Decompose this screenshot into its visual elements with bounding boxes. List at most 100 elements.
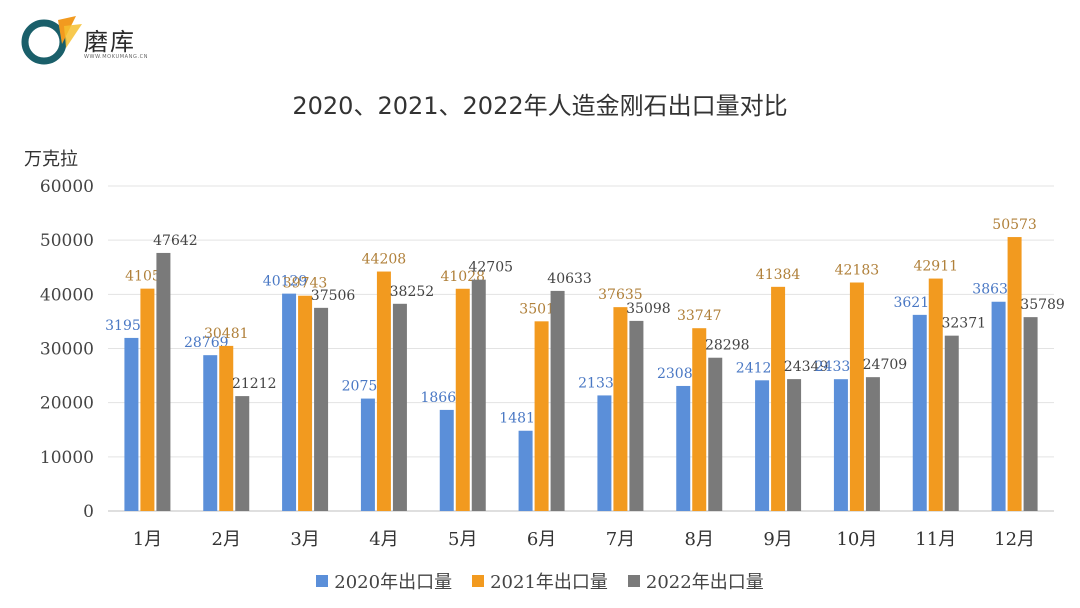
brand-logo <box>18 14 178 66</box>
x-tick-label: 7月 <box>606 529 635 550</box>
legend-item: 2022年出口量 <box>627 568 764 594</box>
data-label: 41384 <box>756 267 801 283</box>
data-label: 42705 <box>468 260 513 276</box>
bar-chart: 0100002000030000400005000060000319544105… <box>40 177 1065 550</box>
data-label: 37635 <box>598 287 643 303</box>
data-label: 18664 <box>420 390 465 406</box>
bar <box>597 395 612 511</box>
bar <box>708 357 723 511</box>
bar <box>235 396 250 511</box>
bar <box>833 379 848 511</box>
data-label: 42911 <box>913 259 958 275</box>
bar <box>360 398 375 511</box>
x-tick-label: 12月 <box>994 529 1035 550</box>
data-label: 28769 <box>184 335 229 351</box>
y-tick-label: 50000 <box>40 231 94 251</box>
data-label: 33747 <box>677 308 722 324</box>
y-tick-label: 30000 <box>40 340 94 360</box>
data-label: 14816 <box>499 411 544 427</box>
bar <box>156 252 171 512</box>
bar <box>376 271 391 511</box>
x-tick-label: 9月 <box>763 529 792 550</box>
data-label: 42183 <box>835 263 880 279</box>
data-label: 40633 <box>547 271 592 287</box>
y-tick-label: 40000 <box>40 285 94 305</box>
y-tick-label: 0 <box>83 502 94 522</box>
x-tick-label: 8月 <box>685 529 714 550</box>
bar <box>991 301 1006 511</box>
legend-item: 2020年出口量 <box>316 568 452 594</box>
data-label: 40129 <box>263 274 308 290</box>
data-label: 32371 <box>941 316 986 332</box>
data-label: 47642 <box>153 233 198 249</box>
bar <box>282 293 297 511</box>
bar <box>392 303 407 511</box>
x-tick-label: 4月 <box>369 529 398 550</box>
data-label: 38632 <box>972 282 1017 298</box>
bar <box>219 345 234 511</box>
data-label: 50573 <box>992 217 1037 233</box>
bar <box>124 337 139 511</box>
chart-title: 2020、2021、2022年人造金刚石出口量对比 <box>292 92 788 120</box>
data-label: 24709 <box>863 357 908 373</box>
bar <box>692 328 707 511</box>
x-tick-label: 3月 <box>290 529 319 550</box>
data-label: 35789 <box>1020 297 1065 313</box>
brand-name: 磨库 <box>84 28 136 56</box>
brand-subtitle: WWW.MOKUMANG.CN <box>84 54 149 60</box>
data-label: 31954 <box>105 318 150 334</box>
bar <box>298 295 313 511</box>
bar <box>865 377 880 511</box>
x-tick-label: 5月 <box>448 529 477 550</box>
data-label: 36210 <box>893 295 938 311</box>
bar <box>455 288 470 511</box>
bar <box>550 290 565 511</box>
x-tick-label: 1月 <box>133 529 162 550</box>
data-label: 21337 <box>578 375 623 391</box>
legend-label: 2022年出口量 <box>645 572 764 593</box>
bar <box>629 320 644 511</box>
x-tick-label: 10月 <box>836 529 877 550</box>
bar <box>912 314 927 511</box>
data-label: 44208 <box>362 252 407 268</box>
bar <box>518 430 533 511</box>
bar <box>771 286 786 511</box>
bar <box>439 409 454 511</box>
data-label: 21212 <box>232 376 277 392</box>
brand-logo-icon <box>21 16 82 65</box>
data-label: 24349 <box>784 359 829 375</box>
data-label: 24334 <box>815 359 860 375</box>
data-label: 37506 <box>311 288 356 304</box>
data-label: 24128 <box>736 360 781 376</box>
legend-swatch <box>472 575 485 587</box>
bar <box>534 321 549 511</box>
legend-label: 2020年出口量 <box>334 572 453 593</box>
legend-label: 2021年出口量 <box>490 572 608 593</box>
bar <box>849 282 864 511</box>
bar <box>1007 237 1022 511</box>
data-label: 20755 <box>342 379 387 395</box>
chart-legend: 2020年出口量 2021年出口量 2022年出口量 <box>0 568 1080 594</box>
bar <box>944 335 959 511</box>
bar <box>676 385 691 511</box>
data-label: 35098 <box>626 301 671 317</box>
data-label: 23085 <box>657 366 702 382</box>
data-label: 38252 <box>390 284 435 300</box>
y-tick-label: 20000 <box>40 394 94 414</box>
data-label: 30481 <box>204 326 249 342</box>
x-tick-label: 11月 <box>915 529 956 550</box>
x-tick-label: 2月 <box>212 529 241 550</box>
bar <box>1023 317 1038 511</box>
bar <box>203 355 218 511</box>
bar <box>613 307 628 511</box>
data-label: 28298 <box>705 338 750 354</box>
legend-swatch <box>627 575 640 587</box>
y-tick-label: 10000 <box>40 448 94 468</box>
data-label: 39743 <box>283 276 328 292</box>
bar <box>314 307 329 511</box>
bar <box>787 379 802 511</box>
y-tick-label: 60000 <box>40 177 94 197</box>
y-axis-label: 万克拉 <box>24 149 78 170</box>
bar <box>140 288 155 511</box>
legend-swatch <box>316 575 329 587</box>
